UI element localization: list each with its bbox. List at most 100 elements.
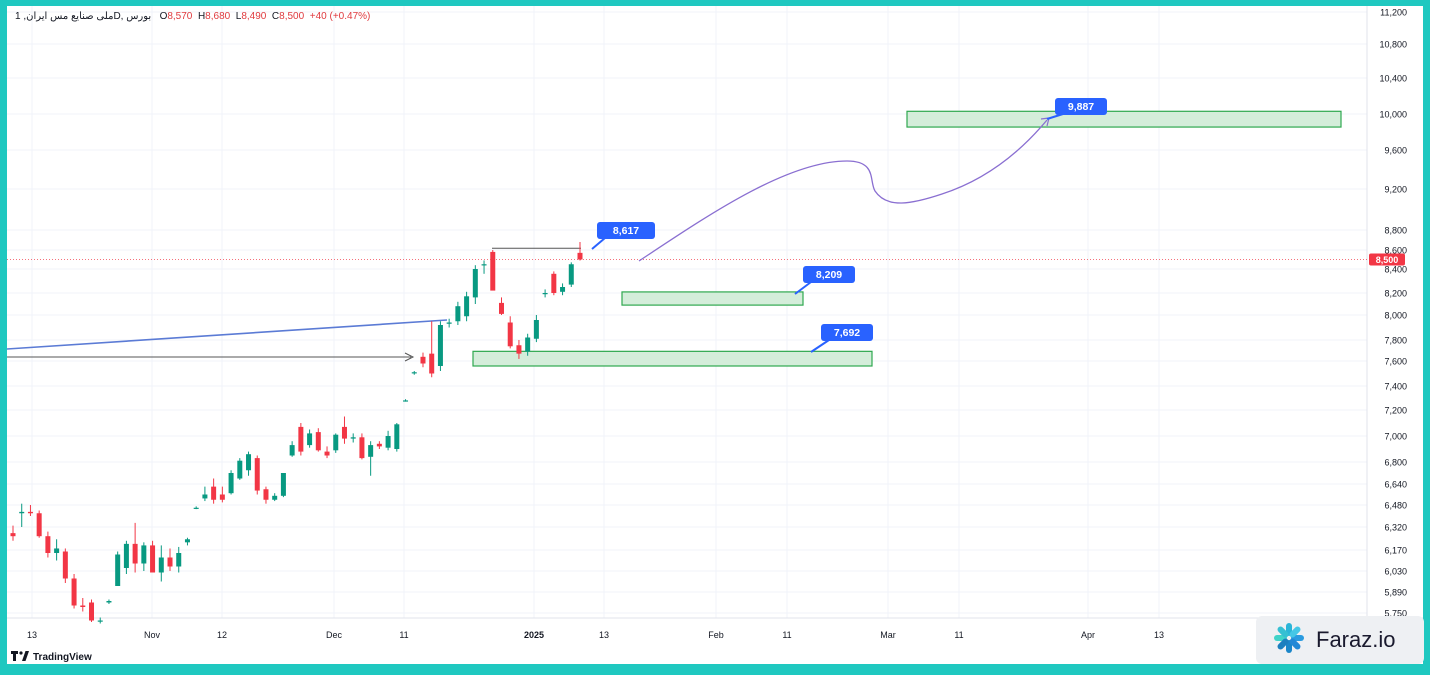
candle	[368, 441, 374, 476]
candle-body	[525, 337, 531, 352]
candle-body	[150, 545, 156, 573]
close-label: C	[271, 11, 280, 22]
candle	[141, 542, 147, 571]
candle	[411, 371, 417, 375]
candle	[568, 262, 574, 287]
candle-body	[45, 536, 51, 553]
x-tick-label: Dec	[326, 630, 343, 640]
candle	[211, 478, 217, 504]
y-tick-label: 7,600	[1384, 357, 1407, 367]
x-tick-label: 2025	[524, 630, 544, 640]
faraz-logo-icon	[1272, 621, 1306, 660]
callout-label: 8,209	[816, 269, 842, 281]
candle	[498, 297, 504, 315]
candle	[455, 301, 461, 325]
price-callout: 9,887	[1046, 98, 1107, 120]
candle	[219, 486, 225, 503]
callout-box	[821, 324, 873, 341]
candle-body	[533, 320, 539, 339]
target-zone	[621, 291, 804, 306]
candle	[490, 250, 496, 291]
candle-body	[359, 437, 365, 459]
candle-body	[507, 322, 513, 347]
candle-body	[115, 554, 121, 586]
candle	[437, 321, 443, 371]
candle-body	[333, 434, 339, 451]
candle-body	[341, 426, 347, 439]
candle	[350, 433, 356, 443]
symbol-title: ملی صنایع مس ایران, 1D, بورس	[15, 11, 152, 22]
y-tick-label: 8,400	[1384, 265, 1407, 275]
x-tick-label: 11	[954, 630, 963, 640]
candle-body	[324, 451, 330, 456]
candle	[324, 446, 330, 459]
candle-body	[577, 252, 583, 260]
candle-body	[106, 601, 112, 603]
candle-body	[516, 345, 522, 354]
price-callout: 8,617	[591, 222, 655, 250]
candle-body	[490, 251, 496, 291]
candle-body	[89, 602, 95, 621]
open-label: O	[159, 11, 168, 22]
faraz-watermark: Faraz.io	[1256, 616, 1424, 664]
x-tick-label: 11	[782, 630, 791, 640]
candle	[420, 352, 426, 368]
candle-body	[176, 553, 182, 567]
candle-body	[446, 322, 452, 324]
y-tick-label: 10,400	[1379, 74, 1407, 84]
candle-body	[498, 302, 504, 314]
candle-body	[202, 494, 208, 499]
candle	[481, 260, 487, 274]
candle	[193, 506, 199, 510]
callout-label: 7,692	[834, 327, 860, 339]
high-value: 8,680	[205, 11, 231, 22]
close-value: 8,500	[279, 11, 305, 22]
candle-body	[315, 432, 321, 451]
x-tick-label: 13	[27, 630, 37, 640]
candle-body	[272, 495, 278, 500]
price-chart[interactable]: 11,200 10,800 10,400 10,000 9,600 9,200 8,800 8…	[7, 6, 1423, 664]
candle-body	[167, 557, 173, 567]
x-tick-label: 12	[217, 630, 227, 640]
candle	[176, 546, 182, 573]
candle	[446, 318, 452, 328]
y-tick-label: 7,400	[1384, 382, 1407, 392]
callout-label: 8,617	[613, 225, 639, 237]
candle-body	[54, 548, 60, 553]
candle-body	[62, 551, 68, 579]
x-tick-label: 13	[1154, 630, 1164, 640]
tradingview-logo[interactable]: TradingView	[11, 651, 92, 664]
candle	[280, 473, 286, 498]
y-tick-label: 8,000	[1384, 311, 1407, 321]
callout-box	[803, 266, 855, 283]
candle	[19, 503, 25, 527]
y-tick-label: 10,800	[1379, 40, 1407, 50]
candle	[272, 493, 278, 502]
candle	[403, 399, 409, 402]
candle	[551, 271, 557, 296]
candle-body	[464, 296, 470, 317]
candle-body	[19, 511, 25, 514]
candle	[429, 321, 435, 378]
candle-body	[403, 400, 409, 402]
candle	[10, 525, 16, 541]
symbol-header: ملی صنایع مس ایران, 1D, بورس O8,570 H8,6…	[15, 11, 370, 22]
candle	[115, 551, 121, 586]
projection-path	[638, 119, 1048, 262]
x-tick-label: 11	[399, 630, 408, 640]
candle	[132, 522, 138, 573]
candle-body	[411, 372, 417, 374]
candle	[150, 540, 156, 573]
candle-body	[123, 543, 129, 568]
candle-body	[141, 545, 147, 564]
callout-label: 9,887	[1068, 101, 1094, 113]
candle-body	[542, 293, 548, 295]
candle	[577, 242, 583, 261]
y-tick-label: 7,800	[1384, 336, 1407, 346]
candle-body	[10, 533, 16, 537]
candle	[202, 486, 208, 502]
candle	[158, 545, 164, 582]
candle	[307, 429, 313, 448]
callout-box	[597, 222, 655, 239]
candle	[89, 599, 95, 622]
